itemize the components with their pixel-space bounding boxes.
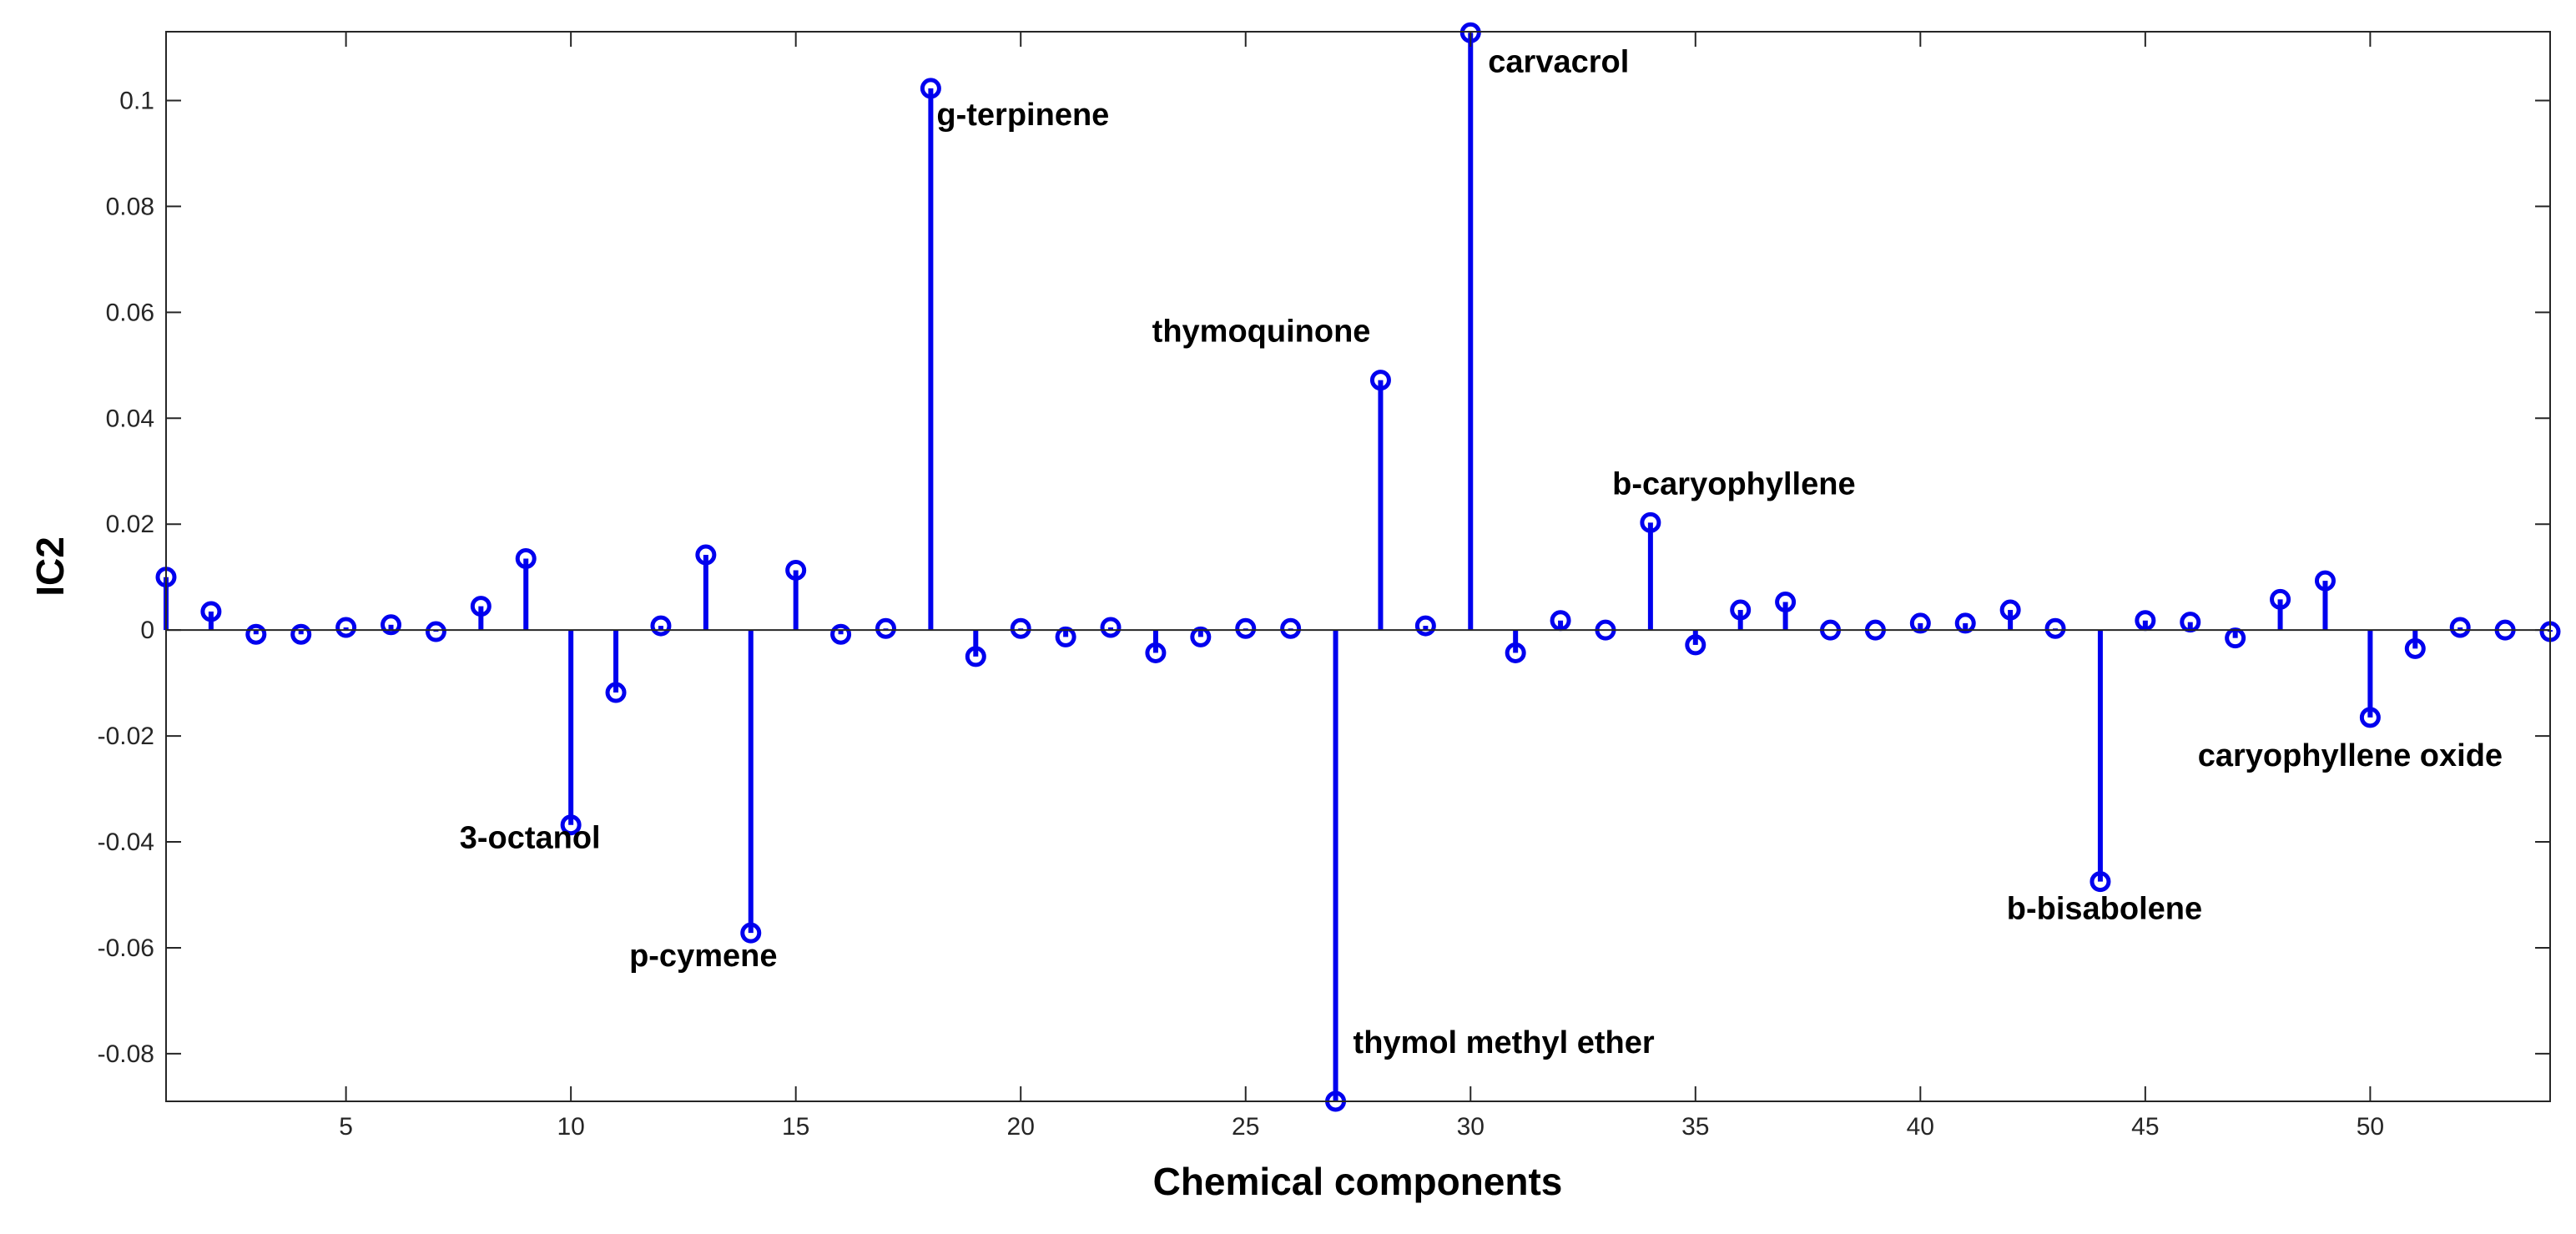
- stem-marker-25: [1235, 617, 1257, 639]
- stem-marker-15: [785, 559, 807, 581]
- stem-marker-35: [1685, 634, 1706, 656]
- stem-marker-48: [2270, 588, 2291, 610]
- plot-frame: [165, 31, 2551, 1102]
- x-tick-label-15: 15: [782, 1113, 809, 1141]
- stem-marker-17: [875, 617, 896, 639]
- stem-marker-43: [2044, 617, 2066, 639]
- stem-marker-51: [2404, 637, 2426, 659]
- x-tick-label-30: 30: [1457, 1113, 1485, 1141]
- x-tick-label-10: 10: [557, 1113, 584, 1141]
- x-tick-label-50: 50: [2357, 1113, 2384, 1141]
- stem-marker-3: [245, 623, 267, 645]
- stem-marker-44: [2090, 871, 2111, 893]
- stem-marker-9: [515, 547, 537, 569]
- stem-marker-22: [1100, 617, 1122, 638]
- stem-marker-8: [470, 596, 492, 617]
- stem-marker-29: [1414, 615, 1436, 637]
- stem-marker-23: [1145, 642, 1167, 663]
- plot-area: [166, 32, 2550, 1101]
- stem-marker-31: [1505, 642, 1526, 663]
- stem-marker-32: [1550, 610, 1571, 632]
- stem-marker-7: [425, 621, 446, 642]
- annotation-1: p-cymene: [629, 939, 777, 974]
- stem-marker-28: [1369, 370, 1391, 391]
- stem-marker-19: [965, 646, 986, 667]
- y-tick-label-8: 0.08: [106, 193, 154, 220]
- stem-marker-45: [2135, 610, 2156, 632]
- y-tick-label-4: 0: [140, 617, 154, 644]
- stem-marker-13: [695, 544, 717, 566]
- stem-marker-2: [200, 601, 222, 622]
- stem-marker-49: [2314, 570, 2336, 592]
- y-tick-label-5: 0.02: [106, 511, 154, 538]
- y-axis-title: IC2: [28, 536, 72, 597]
- annotation-4: thymoquinone: [1152, 315, 1371, 350]
- stem-marker-52: [2449, 617, 2471, 638]
- stem-marker-20: [1010, 617, 1031, 639]
- annotation-5: carvacrol: [1488, 44, 1629, 79]
- stem-marker-26: [1280, 617, 1302, 639]
- stem-marker-4: [290, 623, 312, 645]
- x-axis-title: Chemical components: [1153, 1160, 1563, 1203]
- stem-marker-21: [1055, 626, 1076, 647]
- annotation-0: 3-octanol: [460, 821, 601, 856]
- stem-marker-5: [335, 617, 357, 638]
- stem-marker-50: [2359, 707, 2381, 728]
- stem-marker-6: [381, 614, 402, 636]
- y-tick-label-7: 0.06: [106, 299, 154, 326]
- stem-marker-40: [1909, 612, 1931, 634]
- stem-marker-18: [920, 78, 941, 99]
- x-tick-label-35: 35: [1681, 1113, 1709, 1141]
- y-tick-label-1: -0.06: [98, 934, 154, 962]
- annotation-2: g-terpinene: [936, 98, 1109, 133]
- stem-marker-12: [650, 615, 672, 637]
- annotation-6: b-caryophyllene: [1612, 466, 1855, 501]
- stem-marker-16: [830, 623, 852, 645]
- y-tick-label-0: -0.08: [98, 1040, 154, 1068]
- stem-marker-34: [1640, 511, 1661, 533]
- component-annotations: 3-octanol p-cymene g-terpinene thymol methy…: [460, 44, 2503, 1060]
- x-tick-label-45: 45: [2131, 1113, 2159, 1141]
- annotation-7: b-bisabolene: [2007, 892, 2202, 927]
- x-axis-ticks: 5 10 15 20 25 30 35 40 45 50: [339, 32, 2384, 1141]
- stem-marker-24: [1190, 626, 1212, 647]
- stem-marker-14: [740, 922, 762, 944]
- stem-marker-11: [605, 682, 627, 703]
- stem-marker-42: [1999, 599, 2021, 621]
- x-tick-label-5: 5: [339, 1113, 353, 1141]
- x-tick-label-40: 40: [1907, 1113, 1934, 1141]
- x-tick-label-25: 25: [1232, 1113, 1259, 1141]
- annotation-8: caryophyllene oxide: [2198, 738, 2503, 773]
- y-tick-label-6: 0.04: [106, 405, 154, 432]
- y-tick-label-2: -0.04: [98, 829, 154, 856]
- y-tick-label-9: 0.1: [119, 88, 154, 115]
- stem-marker-10: [560, 814, 582, 836]
- stem-marker-41: [1954, 612, 1976, 634]
- x-tick-label-20: 20: [1007, 1113, 1035, 1141]
- stem-marker-37: [1775, 592, 1797, 613]
- y-axis-ticks: -0.08 -0.06 -0.04 -0.02 0 0.02 0.04 0.06 0.08 0.1: [98, 88, 2550, 1068]
- y-tick-label-3: -0.02: [98, 723, 154, 750]
- annotation-3: thymol methyl ether: [1354, 1025, 1655, 1060]
- stem-marker-36: [1730, 599, 1752, 621]
